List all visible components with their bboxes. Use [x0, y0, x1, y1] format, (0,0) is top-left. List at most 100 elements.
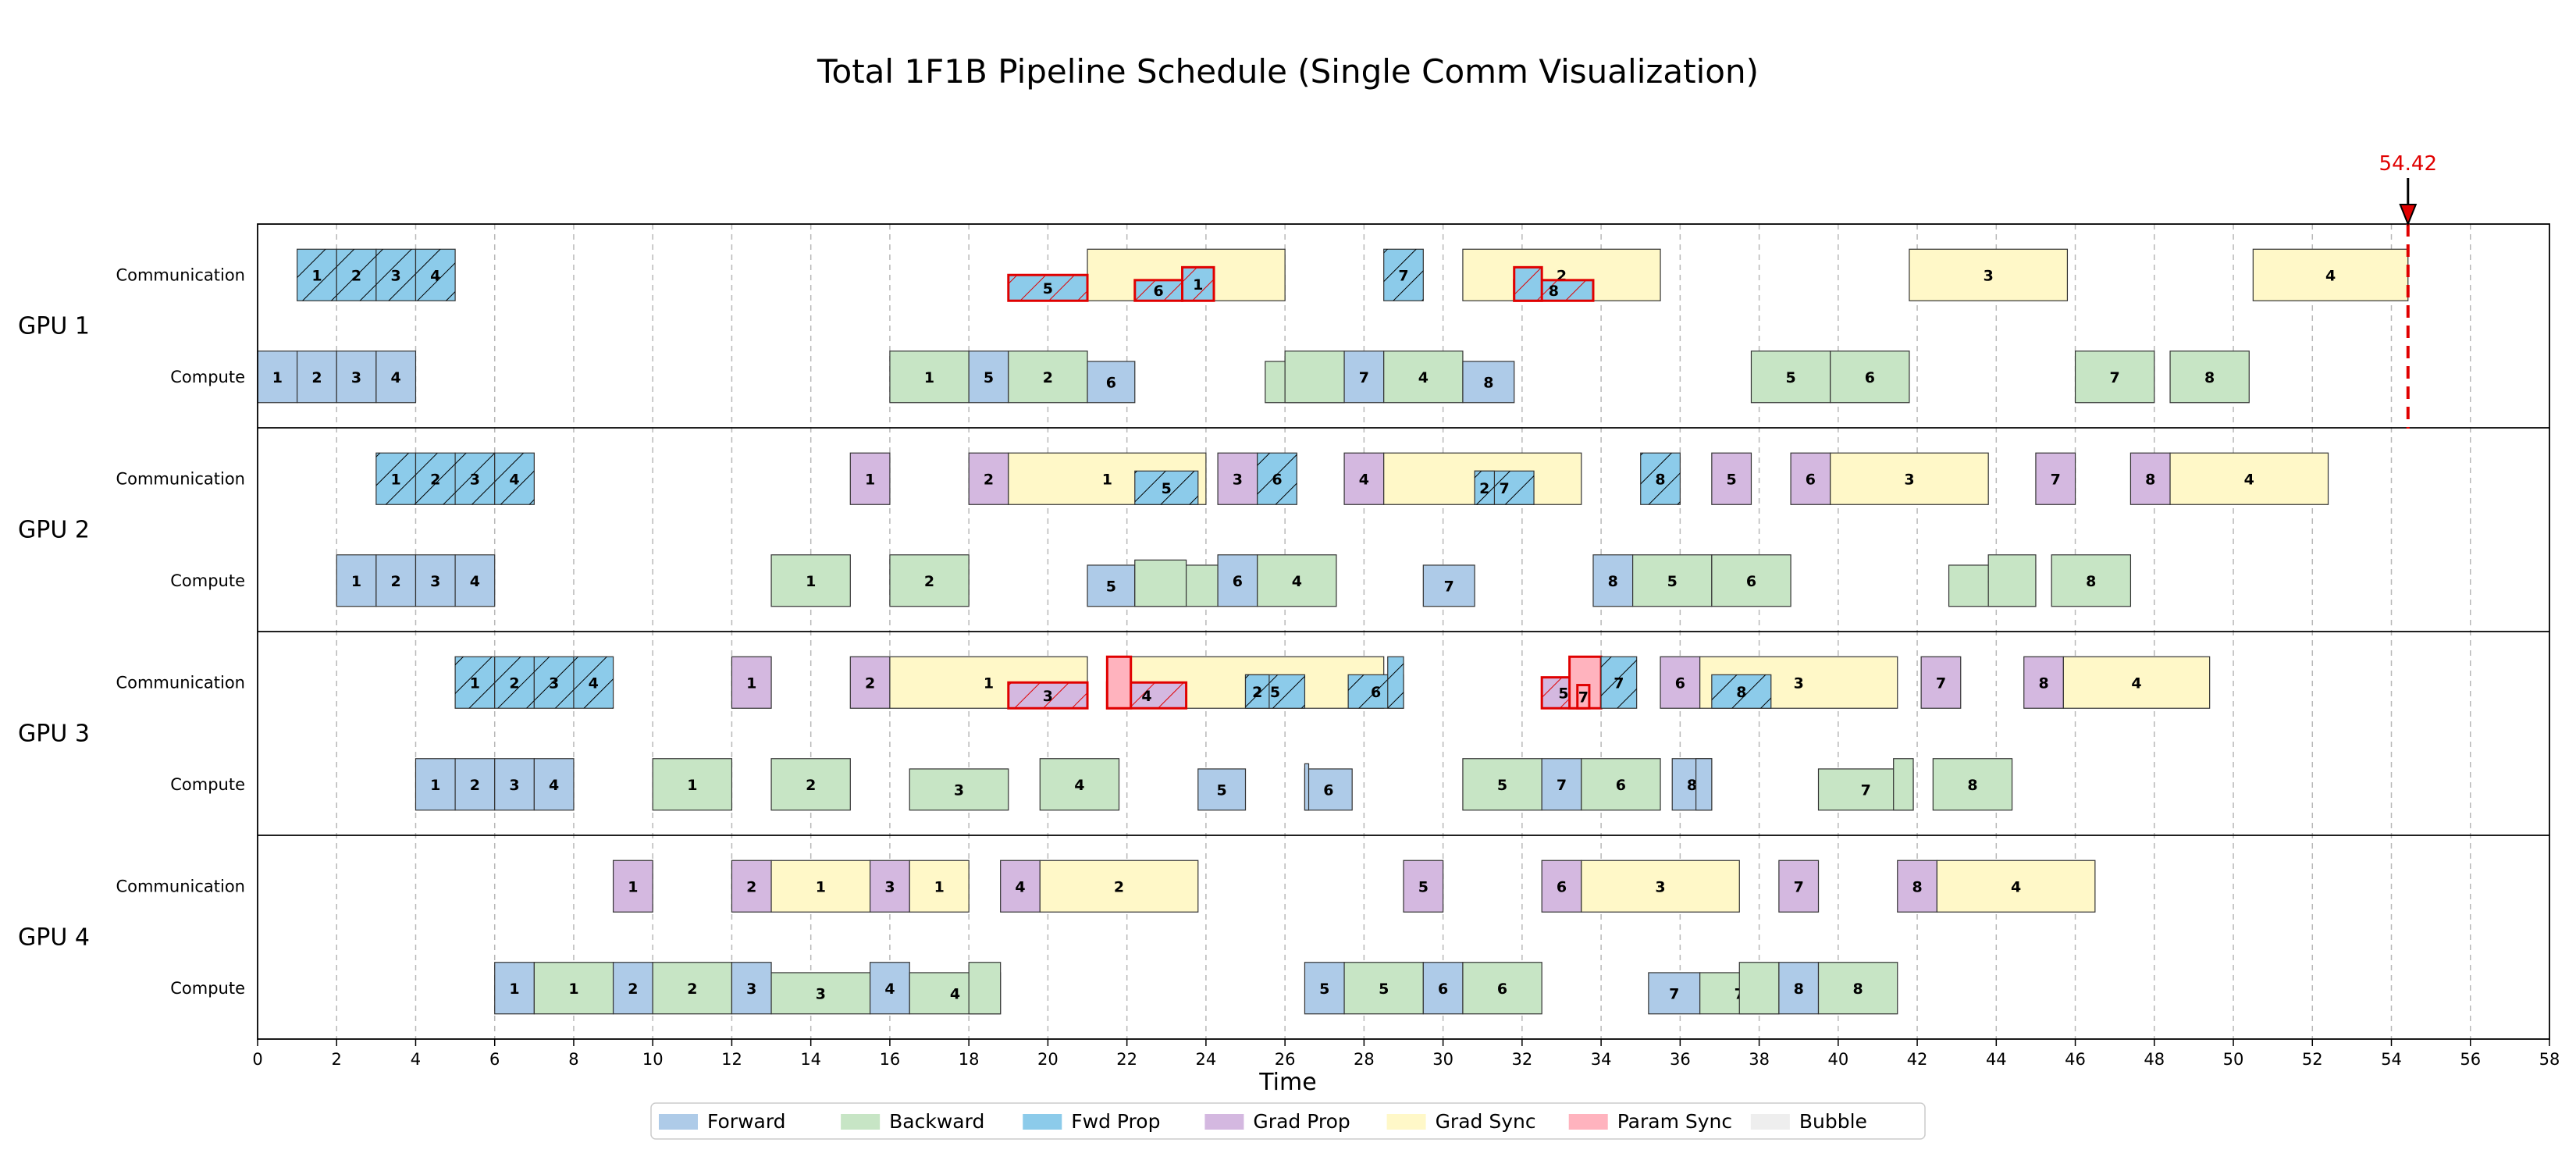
block-rect: [909, 860, 970, 913]
legend-item: Param Sync: [1568, 1110, 1732, 1133]
tick-label: 8: [568, 1050, 578, 1069]
block-label: 6: [1154, 283, 1164, 300]
block-hatch: [336, 249, 376, 301]
block-label: 8: [1655, 471, 1665, 488]
tick-label: 28: [1354, 1050, 1375, 1069]
block-rect: [494, 962, 535, 1015]
schedule-block: 3: [533, 656, 575, 709]
schedule-block: 5: [1134, 470, 1199, 505]
block-label: 2: [628, 981, 638, 998]
schedule-block: 4: [533, 758, 575, 811]
block-hatch: [1383, 249, 1424, 301]
block-hatch: [494, 657, 535, 709]
block-rect: [1987, 554, 2037, 607]
schedule-block: [968, 962, 1002, 1015]
block-hatch: [1475, 471, 1495, 505]
block-label: 4: [1015, 878, 1025, 895]
block-label: 1: [272, 369, 283, 386]
block-label: 1: [984, 674, 994, 692]
block-hatch: [415, 249, 456, 301]
block-hatch: [1387, 657, 1404, 709]
block-label: 2: [391, 573, 401, 590]
schedule-block: 1: [494, 962, 535, 1015]
schedule-block: 2: [1008, 351, 1088, 404]
schedule-block: 5: [1632, 554, 1713, 607]
block-rect: [375, 351, 417, 404]
block-rect: [1284, 351, 1345, 404]
tick-label: 40: [1827, 1050, 1848, 1069]
schedule-block: 2: [889, 554, 970, 607]
block-hatch: [534, 657, 574, 709]
block-rect: [1403, 860, 1444, 913]
block-label: 5: [1785, 369, 1795, 386]
block-label: 3: [1904, 471, 1914, 488]
block-label: 4: [1359, 471, 1369, 488]
block-label: 8: [1967, 777, 1977, 794]
schedule-block: 5: [1007, 273, 1089, 302]
gpu-label: GPU 2: [18, 517, 90, 544]
block-rect: [1343, 351, 1385, 404]
block-label: 4: [1074, 777, 1084, 794]
legend-item: Grad Sync: [1386, 1110, 1536, 1133]
schedule-block: 5: [1087, 564, 1136, 607]
schedule-block: 6: [1541, 860, 1582, 913]
schedule-block: 5: [1343, 962, 1424, 1015]
block-rect: [454, 554, 496, 607]
block-label: 6: [1675, 674, 1685, 692]
schedule-block: 3: [336, 351, 377, 404]
schedule-block: 2: [1474, 470, 1496, 505]
block-label: 8: [1794, 981, 1804, 998]
block-rect: [909, 768, 1009, 811]
block-rect: [770, 972, 871, 1015]
tick-label: 42: [1907, 1050, 1928, 1069]
tick-label: 26: [1275, 1050, 1296, 1069]
block-rect: [731, 860, 772, 913]
schedule-block: 4: [1000, 860, 1041, 913]
block-label: 8: [1549, 283, 1559, 300]
block-label: 5: [1217, 781, 1227, 799]
block-hatch: [1008, 682, 1088, 709]
lane-label: Compute: [170, 775, 245, 794]
schedule-block: 3: [870, 860, 910, 913]
block-label: 5: [1043, 280, 1053, 297]
legend-swatch: [1023, 1114, 1062, 1130]
block-label: 6: [1272, 471, 1282, 488]
schedule-block: 8: [1462, 361, 1515, 404]
tick-label: 18: [959, 1050, 980, 1069]
end-marker-arrow-head: [2399, 204, 2418, 226]
block-rect: [1039, 758, 1120, 811]
schedule-block: 1: [454, 656, 496, 709]
block-label: 6: [1371, 684, 1381, 701]
block-label: 6: [1746, 573, 1756, 590]
schedule-block: 7: [1778, 860, 1820, 913]
tick-label: 20: [1037, 1050, 1059, 1069]
schedule-block: 6: [1581, 758, 1661, 811]
block-label: 5: [1270, 684, 1280, 701]
block-rect: [889, 554, 970, 607]
tick-label: 44: [1986, 1050, 2007, 1069]
schedule-block: 4: [415, 248, 456, 301]
x-axis-title: Time: [1258, 1069, 1316, 1096]
schedule-block: 6: [1304, 768, 1353, 811]
block-rect: [1304, 763, 1310, 811]
block-rect: [1909, 248, 2069, 301]
block-label: 3: [1794, 674, 1804, 692]
block-rect: [889, 351, 970, 404]
block-label: 1: [1193, 276, 1203, 294]
block-hatch: [1008, 275, 1088, 301]
tick-label: 16: [880, 1050, 901, 1069]
block-rect: [2023, 656, 2064, 709]
block-label: 1: [746, 674, 756, 692]
block-label: 8: [1736, 684, 1746, 701]
schedule-block: 7: [1343, 351, 1385, 404]
schedule-block: [1387, 656, 1404, 709]
block-hatch: [455, 657, 495, 709]
block-label: 7: [1614, 674, 1624, 692]
block-label: 6: [1557, 878, 1567, 895]
tick-label: 6: [489, 1050, 500, 1069]
block-rect: [1576, 684, 1591, 710]
schedule-block: 8: [2129, 452, 2171, 505]
block-label: 8: [2145, 471, 2155, 488]
schedule-block: [1304, 763, 1310, 811]
